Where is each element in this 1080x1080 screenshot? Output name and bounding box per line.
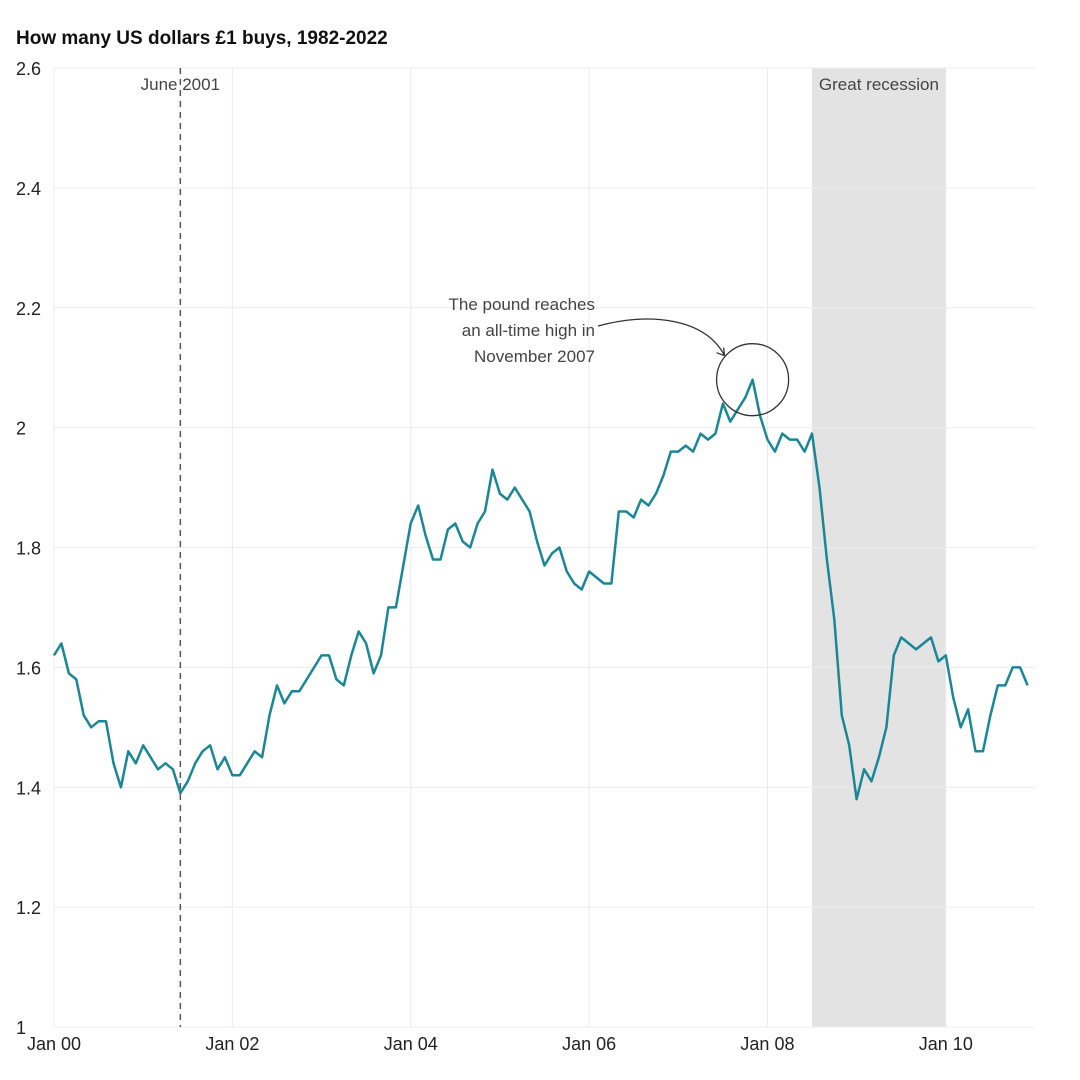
y-tick-label: 2.4 [16,179,41,199]
x-tick-label: Jan 08 [740,1034,794,1054]
arrowhead-icon [716,347,726,357]
peak-annotation-line: November 2007 [474,347,595,366]
june-2001-label: June 2001 [141,75,220,94]
y-tick-label: 1.2 [16,898,41,918]
recession-label: Great recession [819,75,939,94]
peak-annotation-line: The pound reaches [449,295,596,314]
y-tick-label: 1 [16,1018,26,1038]
y-tick-label: 1.8 [16,539,41,559]
x-tick-label: Jan 04 [384,1034,438,1054]
exchange-rate-line [52,378,1029,801]
y-tick-label: 2.2 [16,299,41,319]
y-tick-label: 2.6 [16,59,41,79]
x-tick-label: Jan 02 [205,1034,259,1054]
x-tick-label: Jan 10 [919,1034,973,1054]
peak-circle [715,343,790,417]
y-tick-label: 2 [16,419,26,439]
chart-title: How many US dollars £1 buys, 1982-2022 [16,28,388,49]
x-tick-label: Jan 00 [27,1034,81,1054]
peak-annotation-line: an all-time high in [462,321,595,340]
x-tick-label: Jan 06 [562,1034,616,1054]
y-tick-label: 1.6 [16,658,41,678]
annotation-arrow [597,318,726,356]
y-tick-label: 1.4 [16,778,41,798]
